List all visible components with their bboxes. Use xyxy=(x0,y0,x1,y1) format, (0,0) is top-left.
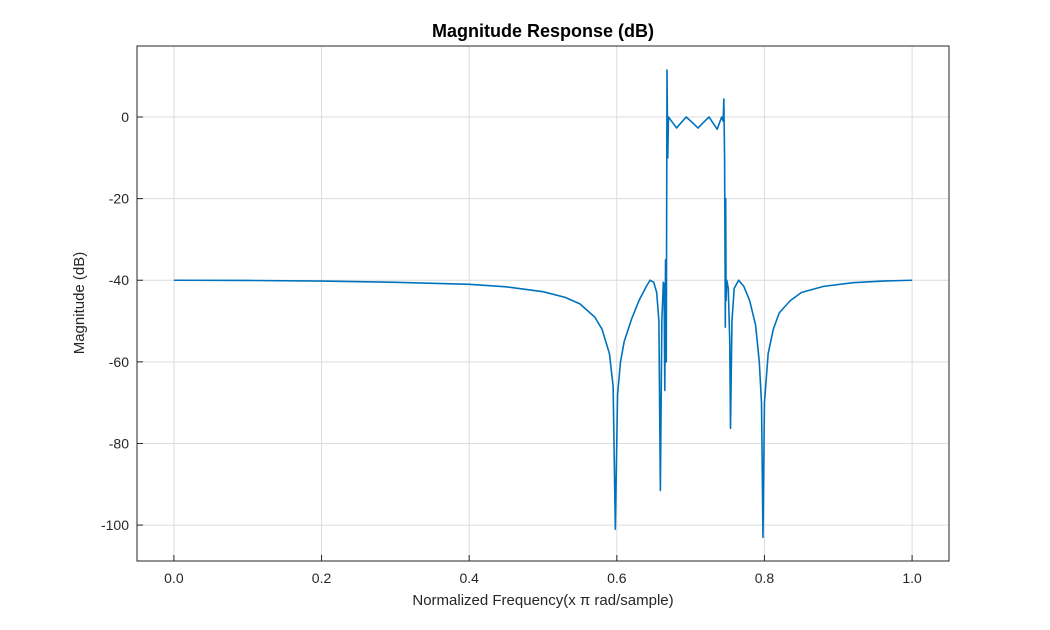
y-tick-label: -20 xyxy=(109,191,129,207)
x-tick-label: 1.0 xyxy=(902,570,922,586)
x-tick-label: 0.6 xyxy=(607,570,627,586)
series-line-magnitude xyxy=(173,69,913,539)
y-tick-label: 0 xyxy=(121,109,129,125)
y-tick-label: -60 xyxy=(109,354,129,370)
ticks: 0.0 0.2 0.4 0.6 0.8 1.0 0 -20 -40 -60 -80 -100 xyxy=(101,109,922,586)
y-axis-label: Magnitude (dB) xyxy=(71,252,88,355)
chart-title: Magnitude Response (dB) xyxy=(432,21,654,41)
x-tick-label: 0.2 xyxy=(312,570,332,586)
x-tick-label: 0.4 xyxy=(459,570,479,586)
y-tick-label: -40 xyxy=(109,272,129,288)
y-tick-label: -80 xyxy=(109,435,129,451)
axes-box xyxy=(136,45,950,562)
x-axis-label: Normalized Frequency(x π rad/sample) xyxy=(412,592,673,609)
x-tick-label: 0.8 xyxy=(755,570,775,586)
y-tick-label: -100 xyxy=(101,517,129,533)
x-tick-label: 0.0 xyxy=(164,570,184,586)
grid xyxy=(137,46,949,561)
